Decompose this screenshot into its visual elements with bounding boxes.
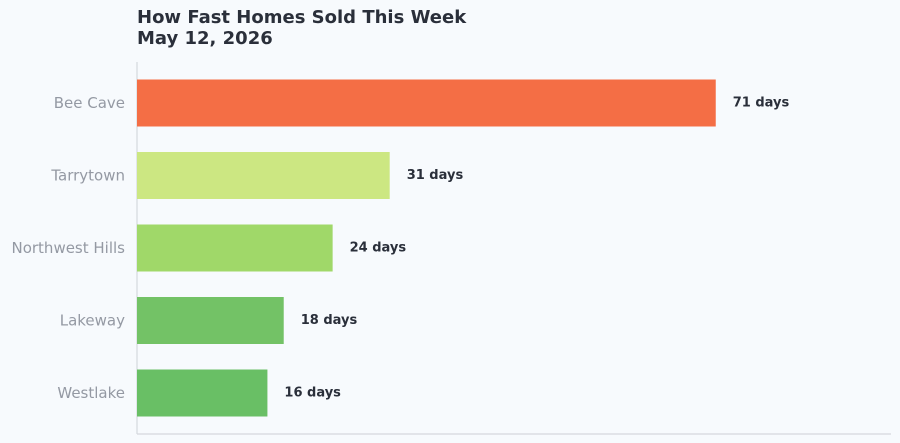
category-label: Westlake: [57, 384, 125, 402]
value-label: 18 days: [301, 313, 358, 328]
category-label: Bee Cave: [54, 94, 125, 112]
category-label: Northwest Hills: [11, 239, 125, 257]
value-label: 16 days: [284, 386, 341, 401]
bar: [137, 224, 333, 272]
category-label: Lakeway: [60, 312, 125, 330]
chart-title-line: How Fast Homes Sold This Week: [137, 7, 467, 28]
chart-subtitle: May 12, 2026: [137, 28, 273, 49]
bar: [137, 297, 284, 344]
chart-title: How Fast Homes Sold This Week May 12, 20…: [137, 7, 466, 49]
value-label: 71 days: [733, 96, 790, 111]
value-label: 24 days: [350, 241, 407, 256]
bar: [137, 79, 716, 127]
bar: [137, 152, 390, 199]
category-label: Tarrytown: [50, 167, 125, 185]
value-label: 31 days: [407, 168, 464, 183]
bar: [137, 369, 268, 417]
